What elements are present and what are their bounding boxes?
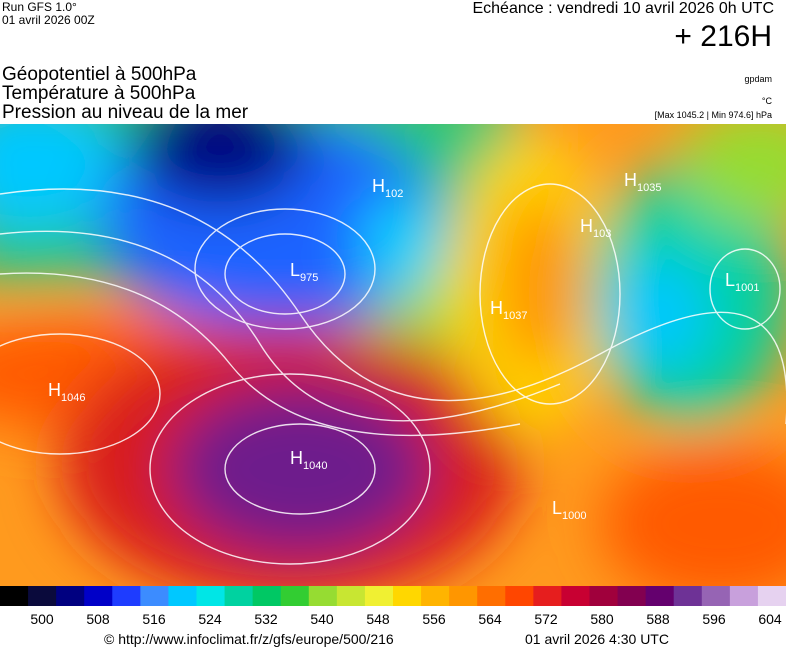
swatch	[477, 586, 506, 606]
colorbar-tick: 516	[142, 611, 166, 627]
swatch	[56, 586, 85, 606]
center-kind: L	[725, 270, 735, 290]
swatch	[28, 586, 57, 606]
source: © http://www.infoclimat.fr/z/gfs/europe/…	[104, 631, 394, 647]
unit: °C	[761, 96, 772, 106]
center-kind: L	[552, 498, 562, 518]
center-kind: H	[290, 448, 303, 468]
swatch	[280, 586, 310, 606]
swatch	[757, 586, 786, 606]
colorbar-tick: 508	[86, 611, 110, 627]
colorbar-tick: 604	[758, 611, 782, 627]
pressure-center: H103	[580, 216, 611, 240]
swatch	[0, 586, 29, 606]
center-kind: H	[48, 380, 61, 400]
run: Run GFS 1.0°	[2, 0, 77, 14]
swatch	[645, 586, 675, 606]
swatch	[308, 586, 338, 606]
center-value: 1046	[61, 392, 85, 404]
center-value: 975	[300, 272, 318, 284]
pressure-center: L1001	[725, 270, 760, 294]
swatch	[112, 586, 141, 606]
swatch	[701, 586, 731, 606]
center-value: 1035	[637, 182, 661, 194]
unit: gpdam	[744, 74, 772, 84]
pressure-center: H1046	[48, 380, 85, 404]
title: Géopotentiel à 500hPa	[2, 64, 197, 85]
colorbar-tick: 572	[534, 611, 558, 627]
swatch	[196, 586, 226, 606]
swatch	[168, 586, 197, 606]
pressure-center: H1035	[624, 170, 661, 194]
swatch	[729, 586, 759, 606]
center-value: 103	[593, 228, 611, 240]
swatch	[589, 586, 619, 606]
title: Pression au niveau de la mer	[2, 102, 249, 123]
swatch	[561, 586, 590, 606]
swatch	[533, 586, 562, 606]
center-kind: H	[580, 216, 593, 236]
colorbar-tick: 564	[478, 611, 502, 627]
center-value: 1000	[562, 510, 586, 522]
swatch	[505, 586, 534, 606]
center-kind: L	[290, 260, 300, 280]
pressure-center: L1000	[552, 498, 587, 522]
title: Température à 500hPa	[2, 83, 196, 104]
swatch	[617, 586, 647, 606]
colorbar-ticks: 500 508 516 524 532 540 548 556 564 572 580 588 596 6…	[0, 611, 786, 629]
colorbar-tick: 596	[702, 611, 726, 627]
pressure-center: L975	[290, 260, 318, 284]
swatch	[140, 586, 169, 606]
field	[0, 124, 786, 586]
run-date: 01 avril 2026 00Z	[2, 13, 95, 27]
colorbar	[0, 586, 786, 606]
center-value: 1037	[503, 310, 527, 322]
unit: [Max 1045.2 | Min 974.6] hPa	[654, 110, 772, 120]
colorbar-tick: 540	[310, 611, 334, 627]
swatch	[393, 586, 422, 606]
swatch	[224, 586, 254, 606]
swatch	[449, 586, 478, 606]
issued: 01 avril 2026 4:30 UTC	[525, 631, 669, 647]
swatch	[421, 586, 450, 606]
center-kind: H	[490, 298, 503, 318]
colorbar-tick: 588	[646, 611, 670, 627]
pressure-center: H1037	[490, 298, 527, 322]
colorbar-tick: 548	[366, 611, 390, 627]
center-value: 102	[385, 188, 403, 200]
lead: + 216H	[674, 20, 772, 53]
colorbar-tick: 532	[254, 611, 278, 627]
pressure-center: H1040	[290, 448, 327, 472]
center-kind: H	[372, 176, 385, 196]
pressure-center: H102	[372, 176, 403, 200]
map: L975H1040H1046H102H1035H103L1001H1037L10…	[0, 124, 786, 586]
colorbar-tick: 580	[590, 611, 614, 627]
forecast: Echéance : vendredi 10 avril 2026 0h UTC	[472, 0, 774, 17]
colorbar-tick: 524	[198, 611, 222, 627]
swatch	[336, 586, 366, 606]
swatch	[364, 586, 394, 606]
center-value: 1040	[303, 460, 327, 472]
colorbar-tick: 500	[30, 611, 54, 627]
center-kind: H	[624, 170, 637, 190]
center-value: 1001	[735, 282, 759, 294]
swatch	[252, 586, 282, 606]
swatch	[84, 586, 113, 606]
swatch	[673, 586, 703, 606]
colorbar-tick: 556	[422, 611, 446, 627]
